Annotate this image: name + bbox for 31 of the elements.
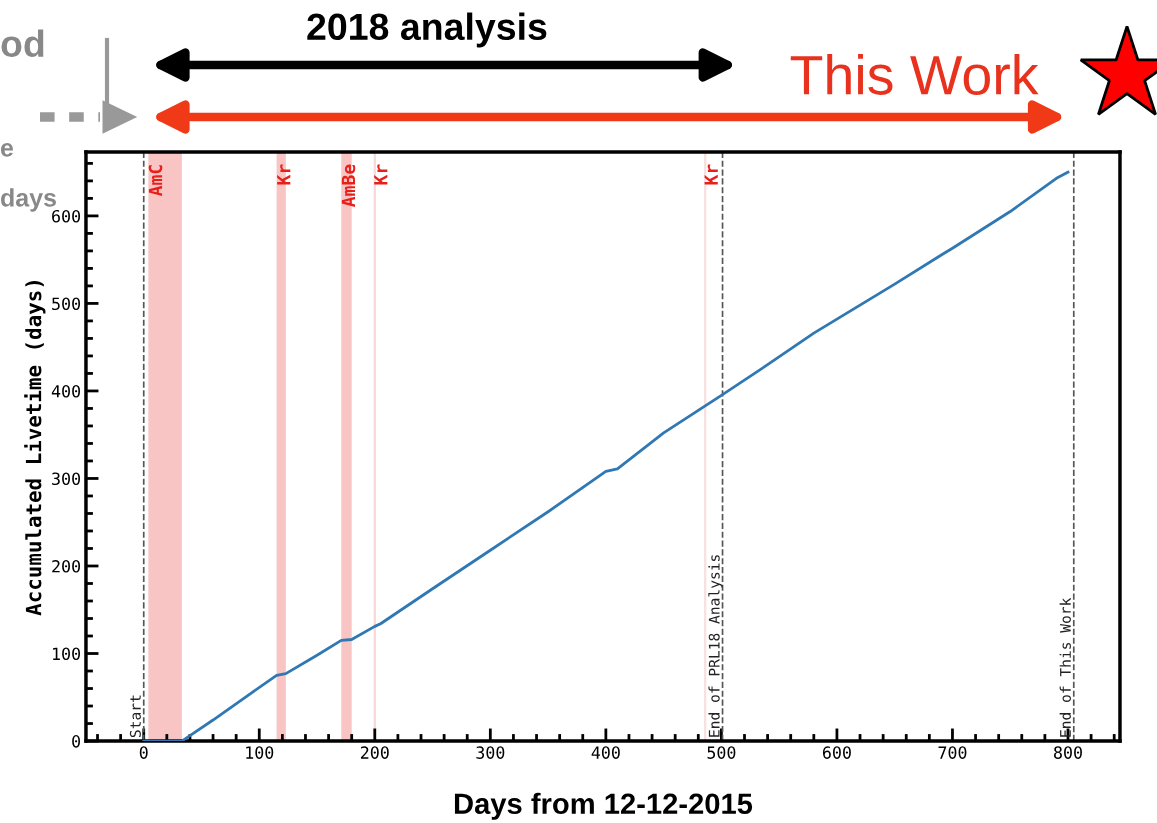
- text: 2018 analysis: [307, 12, 547, 48]
- y-tick-label: 300: [52, 472, 81, 486]
- text: e: [0, 143, 14, 157]
- band-label: AmC: [148, 165, 163, 197]
- text: od: [1, 29, 44, 58]
- text: days: [1, 188, 56, 212]
- band-label: Kr: [277, 164, 291, 185]
- x-tick-label: 200: [360, 746, 389, 759]
- y-tick-label: 100: [53, 647, 81, 661]
- band-label: AmBe: [341, 164, 356, 207]
- x-tick-label: 600: [822, 746, 851, 759]
- y-tick-label: 600: [52, 209, 81, 223]
- band-label: Kr: [704, 164, 718, 185]
- x-tick-label: 300: [476, 746, 505, 759]
- y-axis-title: Accumulated Livetime (days): [24, 281, 46, 616]
- ref-line-label: Start: [129, 695, 141, 738]
- y-tick-label: 400: [51, 384, 81, 398]
- y-tick-label: 0: [72, 735, 81, 748]
- x-tick-label: 800: [1054, 746, 1082, 759]
- x-tick-label: 100: [246, 746, 274, 759]
- x-tick-label: 500: [707, 746, 736, 759]
- text: This Work: [790, 54, 1039, 95]
- y-tick-label: 500: [52, 297, 81, 311]
- x-tick-label: 700: [938, 746, 967, 759]
- ref-line-label: End of PRL18 Analysis: [708, 555, 723, 737]
- ref-line-label: End of This Work: [1059, 597, 1071, 737]
- band-label: Kr: [374, 164, 388, 185]
- y-tick-label: 200: [52, 559, 81, 573]
- x-tick-label: 400: [591, 746, 620, 759]
- x-tick-label: 0: [139, 746, 148, 759]
- x-axis-title: Days from 12-12-2015: [454, 792, 753, 820]
